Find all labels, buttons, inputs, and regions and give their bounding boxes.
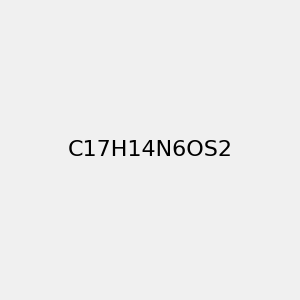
Text: C17H14N6OS2: C17H14N6OS2: [68, 140, 232, 160]
